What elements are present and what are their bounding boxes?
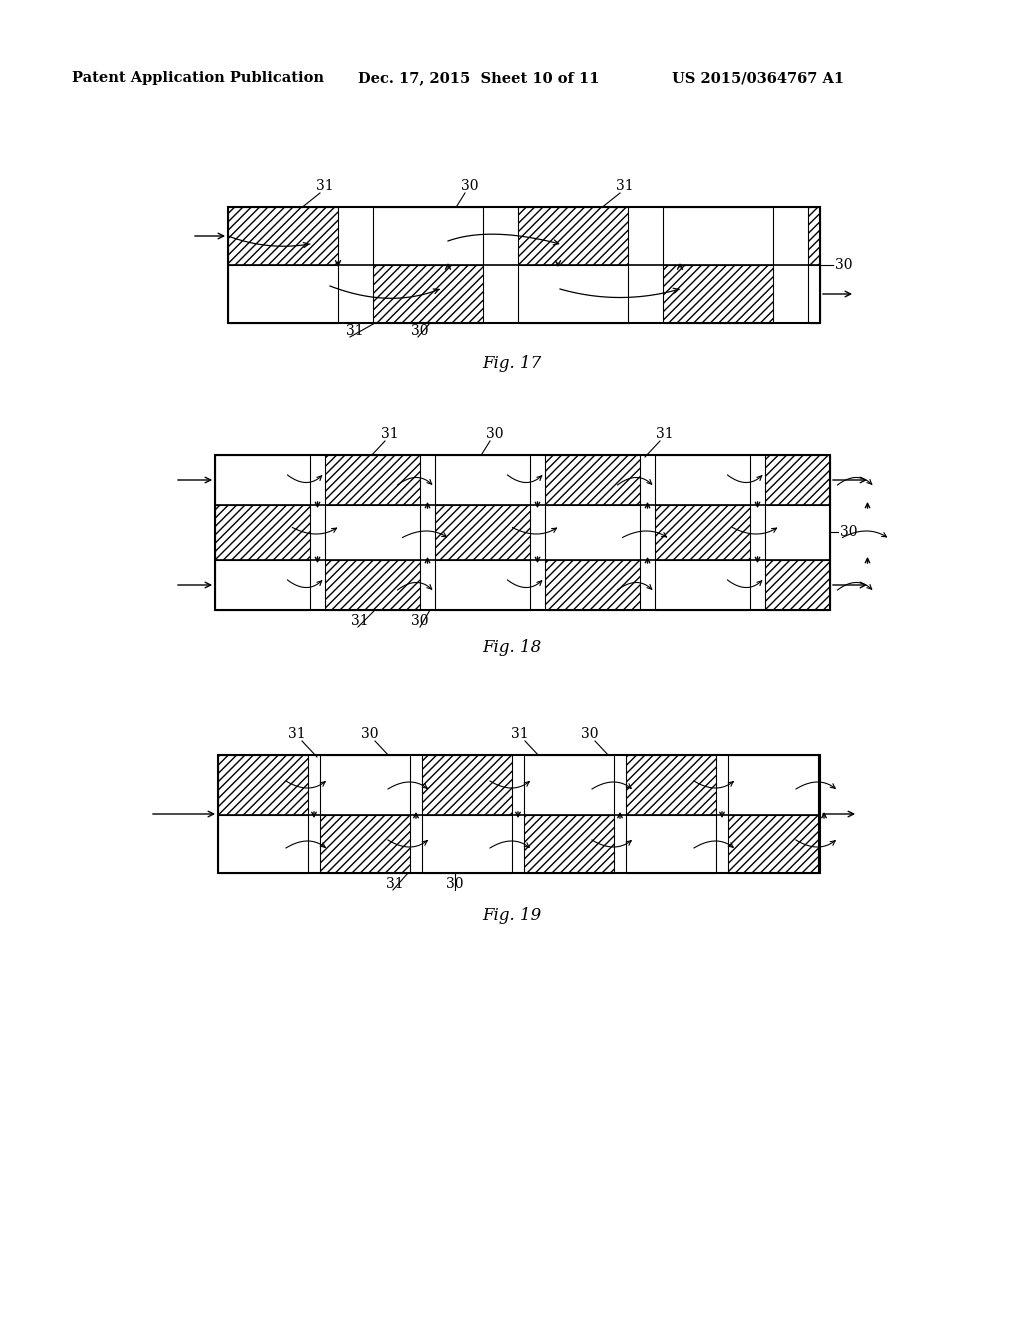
Bar: [663, 207, 773, 265]
Bar: [626, 814, 716, 873]
Bar: [765, 506, 830, 560]
Text: 31: 31: [511, 727, 528, 741]
Bar: [808, 265, 820, 323]
Text: 31: 31: [351, 614, 369, 628]
Text: Patent Application Publication: Patent Application Publication: [72, 71, 324, 84]
Bar: [325, 506, 420, 560]
Bar: [218, 755, 308, 814]
Text: 30: 30: [840, 525, 857, 539]
Bar: [215, 455, 310, 506]
Text: Fig. 18: Fig. 18: [482, 639, 542, 656]
Text: Fig. 17: Fig. 17: [482, 355, 542, 372]
Text: Dec. 17, 2015  Sheet 10 of 11: Dec. 17, 2015 Sheet 10 of 11: [358, 71, 599, 84]
Bar: [319, 755, 410, 814]
Bar: [545, 506, 640, 560]
Bar: [325, 560, 420, 610]
Bar: [215, 455, 830, 610]
Text: 31: 31: [386, 876, 403, 891]
Bar: [728, 814, 818, 873]
Bar: [765, 455, 830, 506]
Bar: [518, 265, 628, 323]
Bar: [319, 814, 410, 873]
Bar: [215, 506, 310, 560]
Text: 30: 30: [835, 257, 853, 272]
Bar: [228, 207, 338, 265]
Bar: [626, 755, 716, 814]
Bar: [373, 265, 483, 323]
Bar: [218, 814, 308, 873]
Bar: [215, 560, 310, 610]
Text: 31: 31: [656, 426, 674, 441]
Bar: [435, 560, 530, 610]
Text: 31: 31: [381, 426, 398, 441]
Text: 31: 31: [288, 727, 306, 741]
Bar: [524, 755, 614, 814]
Text: 30: 30: [486, 426, 504, 441]
Text: 30: 30: [582, 727, 599, 741]
Text: 30: 30: [446, 876, 464, 891]
Bar: [373, 207, 483, 265]
Bar: [435, 506, 530, 560]
Bar: [765, 560, 830, 610]
Bar: [325, 455, 420, 506]
Bar: [524, 814, 614, 873]
Bar: [218, 755, 820, 873]
Text: 30: 30: [412, 323, 429, 338]
Bar: [728, 755, 818, 814]
Text: Fig. 19: Fig. 19: [482, 907, 542, 924]
Text: 30: 30: [361, 727, 379, 741]
Bar: [545, 560, 640, 610]
Bar: [422, 755, 512, 814]
Bar: [545, 455, 640, 506]
Bar: [228, 265, 338, 323]
Bar: [663, 265, 773, 323]
Bar: [435, 455, 530, 506]
Bar: [518, 207, 628, 265]
Text: 31: 31: [616, 180, 634, 193]
Text: US 2015/0364767 A1: US 2015/0364767 A1: [672, 71, 844, 84]
Bar: [655, 455, 750, 506]
Bar: [808, 207, 820, 265]
Bar: [228, 207, 820, 323]
Text: 31: 31: [346, 323, 364, 338]
Text: 31: 31: [316, 180, 334, 193]
Bar: [422, 814, 512, 873]
Text: 30: 30: [412, 614, 429, 628]
Text: 30: 30: [461, 180, 479, 193]
Bar: [655, 560, 750, 610]
Bar: [655, 506, 750, 560]
